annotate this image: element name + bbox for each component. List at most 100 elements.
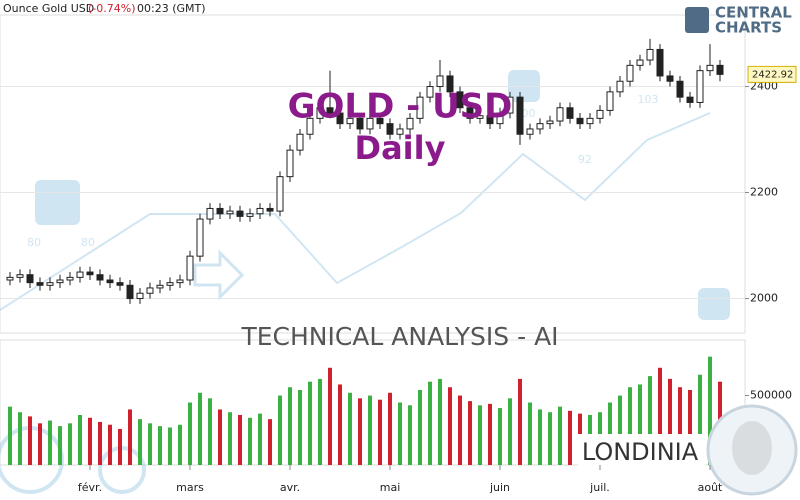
candle-body	[576, 117, 584, 125]
watermark-number: 80	[81, 236, 95, 249]
watermark-icon	[35, 180, 80, 225]
volume-bar	[418, 390, 422, 465]
volume-bar	[238, 415, 242, 465]
volume-bar	[18, 412, 22, 465]
candle-body	[406, 117, 414, 130]
candle-body	[16, 274, 24, 278]
volume-bar	[208, 398, 212, 465]
brand-logo	[685, 7, 709, 33]
candle-body	[346, 117, 354, 125]
volume-bar	[628, 387, 632, 465]
candle-body	[486, 115, 494, 125]
candle-body	[546, 120, 554, 125]
volume-bar	[468, 401, 472, 465]
candle-body	[586, 117, 594, 125]
instrument: Ounce Gold USD	[3, 2, 94, 15]
candle-body	[186, 255, 194, 281]
volume-bar	[118, 428, 122, 465]
candle-body	[656, 48, 664, 77]
volume-bar	[338, 384, 342, 465]
volume-bar	[298, 390, 302, 465]
candle-body	[176, 279, 184, 284]
x-tick-label: août	[698, 481, 723, 494]
volume-bar	[568, 410, 572, 465]
brand-line1: CENTRAL	[715, 4, 792, 22]
volume-bar	[638, 384, 642, 465]
volume-bar	[608, 402, 612, 465]
candle-body	[556, 107, 564, 122]
marks	[0, 38, 745, 465]
volume-bar	[438, 378, 442, 465]
volume-bar	[78, 415, 82, 465]
volume-bar	[708, 356, 712, 465]
candle-body	[66, 276, 74, 281]
watermark-icon	[508, 70, 540, 102]
volume-bar	[618, 395, 622, 465]
candle-body	[366, 117, 374, 130]
author-box	[578, 434, 706, 470]
candle-body	[626, 64, 634, 82]
candle-body	[436, 75, 444, 88]
volume-bar	[408, 405, 412, 465]
candle-body	[386, 123, 394, 135]
volume-bar	[188, 402, 192, 465]
candle-body	[56, 279, 64, 284]
candle-body	[326, 107, 334, 114]
candle-body	[356, 117, 364, 130]
volume-bar	[658, 367, 662, 465]
candle-body	[156, 284, 164, 289]
candle-body	[426, 86, 434, 98]
candle-body	[616, 80, 624, 93]
watermark-banner: TECHNICAL ANALYSIS - AI	[240, 322, 558, 351]
time: 00:23 (GMT)	[137, 2, 206, 15]
volume-bar	[248, 417, 252, 465]
volume-bar	[528, 402, 532, 465]
volume-bar	[138, 419, 142, 465]
candle-body	[146, 287, 154, 294]
volume-bar	[288, 387, 292, 465]
x-tick-label: mars	[176, 481, 204, 494]
candle-body	[46, 282, 54, 286]
candle-body	[536, 123, 544, 130]
volume-bar	[368, 395, 372, 465]
watermark-icon	[698, 288, 730, 320]
candle-body	[566, 107, 574, 119]
volume-bar	[458, 395, 462, 465]
candle-body	[236, 210, 244, 217]
volume-bar	[178, 424, 182, 465]
volume-bar	[428, 381, 432, 465]
volume-bar	[228, 412, 232, 465]
volume-bar	[88, 417, 92, 465]
candle-body	[306, 117, 314, 135]
volume-bar	[98, 421, 102, 465]
volume-bar	[58, 426, 62, 465]
volume-bar	[218, 409, 222, 465]
volume-bar	[448, 387, 452, 465]
candle-body	[636, 59, 644, 66]
volume-bar	[678, 387, 682, 465]
candle-body	[26, 274, 34, 284]
volume-bar	[378, 399, 382, 465]
candle-body	[376, 117, 384, 125]
volume-bar	[8, 406, 12, 465]
candle-body	[116, 282, 124, 286]
candle-body	[6, 276, 14, 281]
candle-body	[336, 112, 344, 125]
volume-bar	[648, 376, 652, 465]
volume-bar	[268, 419, 272, 465]
volume-bar	[358, 398, 362, 465]
volume-bar	[508, 398, 512, 465]
price-panel	[0, 14, 746, 334]
candle-body	[36, 282, 44, 286]
volume-bar	[308, 381, 312, 465]
candle-body	[706, 64, 714, 72]
candle-body	[696, 70, 704, 103]
candle-body	[686, 96, 694, 103]
candle-body	[416, 96, 424, 119]
candle-body	[216, 207, 224, 215]
volume-bar	[68, 423, 72, 465]
volume-bar	[108, 424, 112, 465]
x-tick-label: févr.	[78, 481, 102, 494]
candle-body	[106, 279, 114, 284]
